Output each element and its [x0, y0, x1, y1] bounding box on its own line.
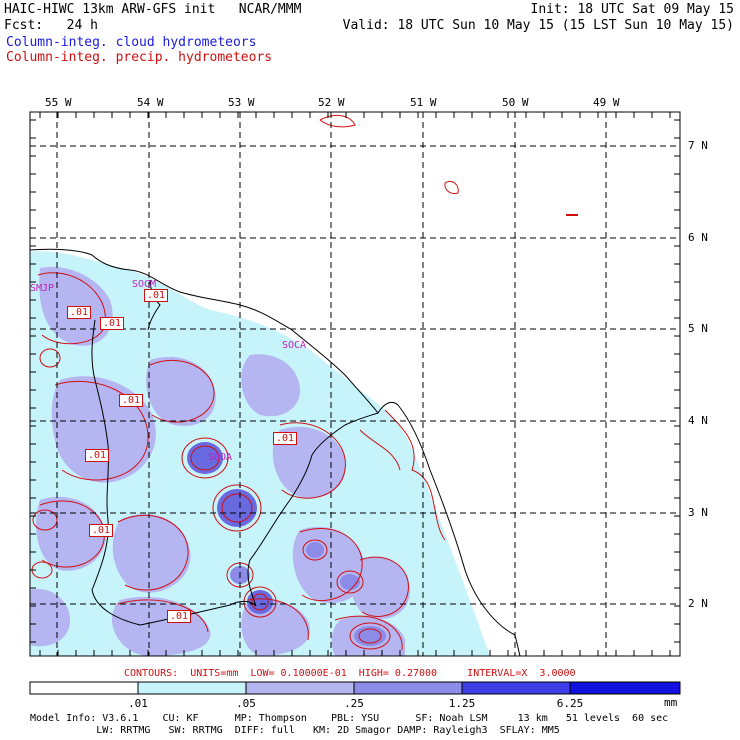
lat-label: 3 N [688, 506, 708, 519]
color-bar-label: .01 [128, 697, 148, 710]
lon-label: 49 W [593, 96, 620, 109]
lat-label: 2 N [688, 597, 708, 610]
cloud-hydrometeor-shading [30, 251, 490, 656]
field-precip-hydrometeors: Column-integ. precip. hydrometeors [6, 50, 273, 65]
contour-label: .01 [85, 449, 110, 462]
color-bar-label: 6.25 [556, 697, 584, 710]
lon-label: 51 W [410, 96, 437, 109]
lat-lon-grid [30, 112, 680, 656]
lon-label: 53 W [228, 96, 255, 109]
station-label: SOCM [132, 279, 157, 290]
forecast-hour: Fcst: 24 h [4, 18, 98, 33]
color-bar-segment [461, 681, 571, 695]
color-bar-label: .05 [236, 697, 256, 710]
color-bar-units: mm [664, 696, 678, 709]
contours-info: CONTOURS: UNITS=mm LOW= 0.10000E-01 HIGH… [124, 668, 576, 679]
color-bar-segment [353, 681, 463, 695]
contour-label: .01 [144, 289, 169, 302]
contour-label: .01 [100, 317, 125, 330]
init-time: Init: 18 UTC Sat 09 May 15 [530, 2, 735, 17]
precip-contours [31, 114, 578, 651]
station-label: SOOA [208, 452, 233, 463]
station-label: SMJP [30, 283, 55, 294]
model-info-line2: LW: RRTMG SW: RRTMG DIFF: full KM: 2D Sm… [30, 725, 560, 736]
contour-label: .01 [167, 610, 192, 623]
contour-label: .01 [119, 394, 144, 407]
map-frame [29, 111, 681, 657]
lat-label: 5 N [688, 322, 708, 335]
contour-label: .01 [89, 524, 114, 537]
lon-label: 50 W [502, 96, 529, 109]
color-bar-segment [137, 681, 247, 695]
color-bar-label: 1.25 [448, 697, 476, 710]
color-bar-segment [245, 681, 355, 695]
lon-label: 52 W [318, 96, 345, 109]
field-cloud-hydrometeors: Column-integ. cloud hydrometeors [6, 35, 257, 50]
station-label: SOCA [282, 340, 307, 351]
contour-label: .01 [67, 306, 92, 319]
color-bar-label: .25 [344, 697, 364, 710]
contour-label: .01 [273, 432, 298, 445]
lon-label: 55 W [45, 96, 72, 109]
model-title: HAIC-HIWC 13km ARW-GFS init NCAR/MMM [4, 2, 302, 17]
valid-time: Valid: 18 UTC Sun 10 May 15 (15 LST Sun … [342, 18, 734, 33]
color-bar-segment [29, 681, 139, 695]
lat-label: 6 N [688, 231, 708, 244]
lat-label: 7 N [688, 139, 708, 152]
color-bar-segment [569, 681, 681, 695]
lon-label: 54 W [137, 96, 164, 109]
lat-label: 4 N [688, 414, 708, 427]
coastline [30, 248, 521, 656]
model-info-line1: Model Info: V3.6.1 CU: KF MP: Thompson P… [30, 713, 669, 724]
axis-ticks [30, 112, 680, 656]
